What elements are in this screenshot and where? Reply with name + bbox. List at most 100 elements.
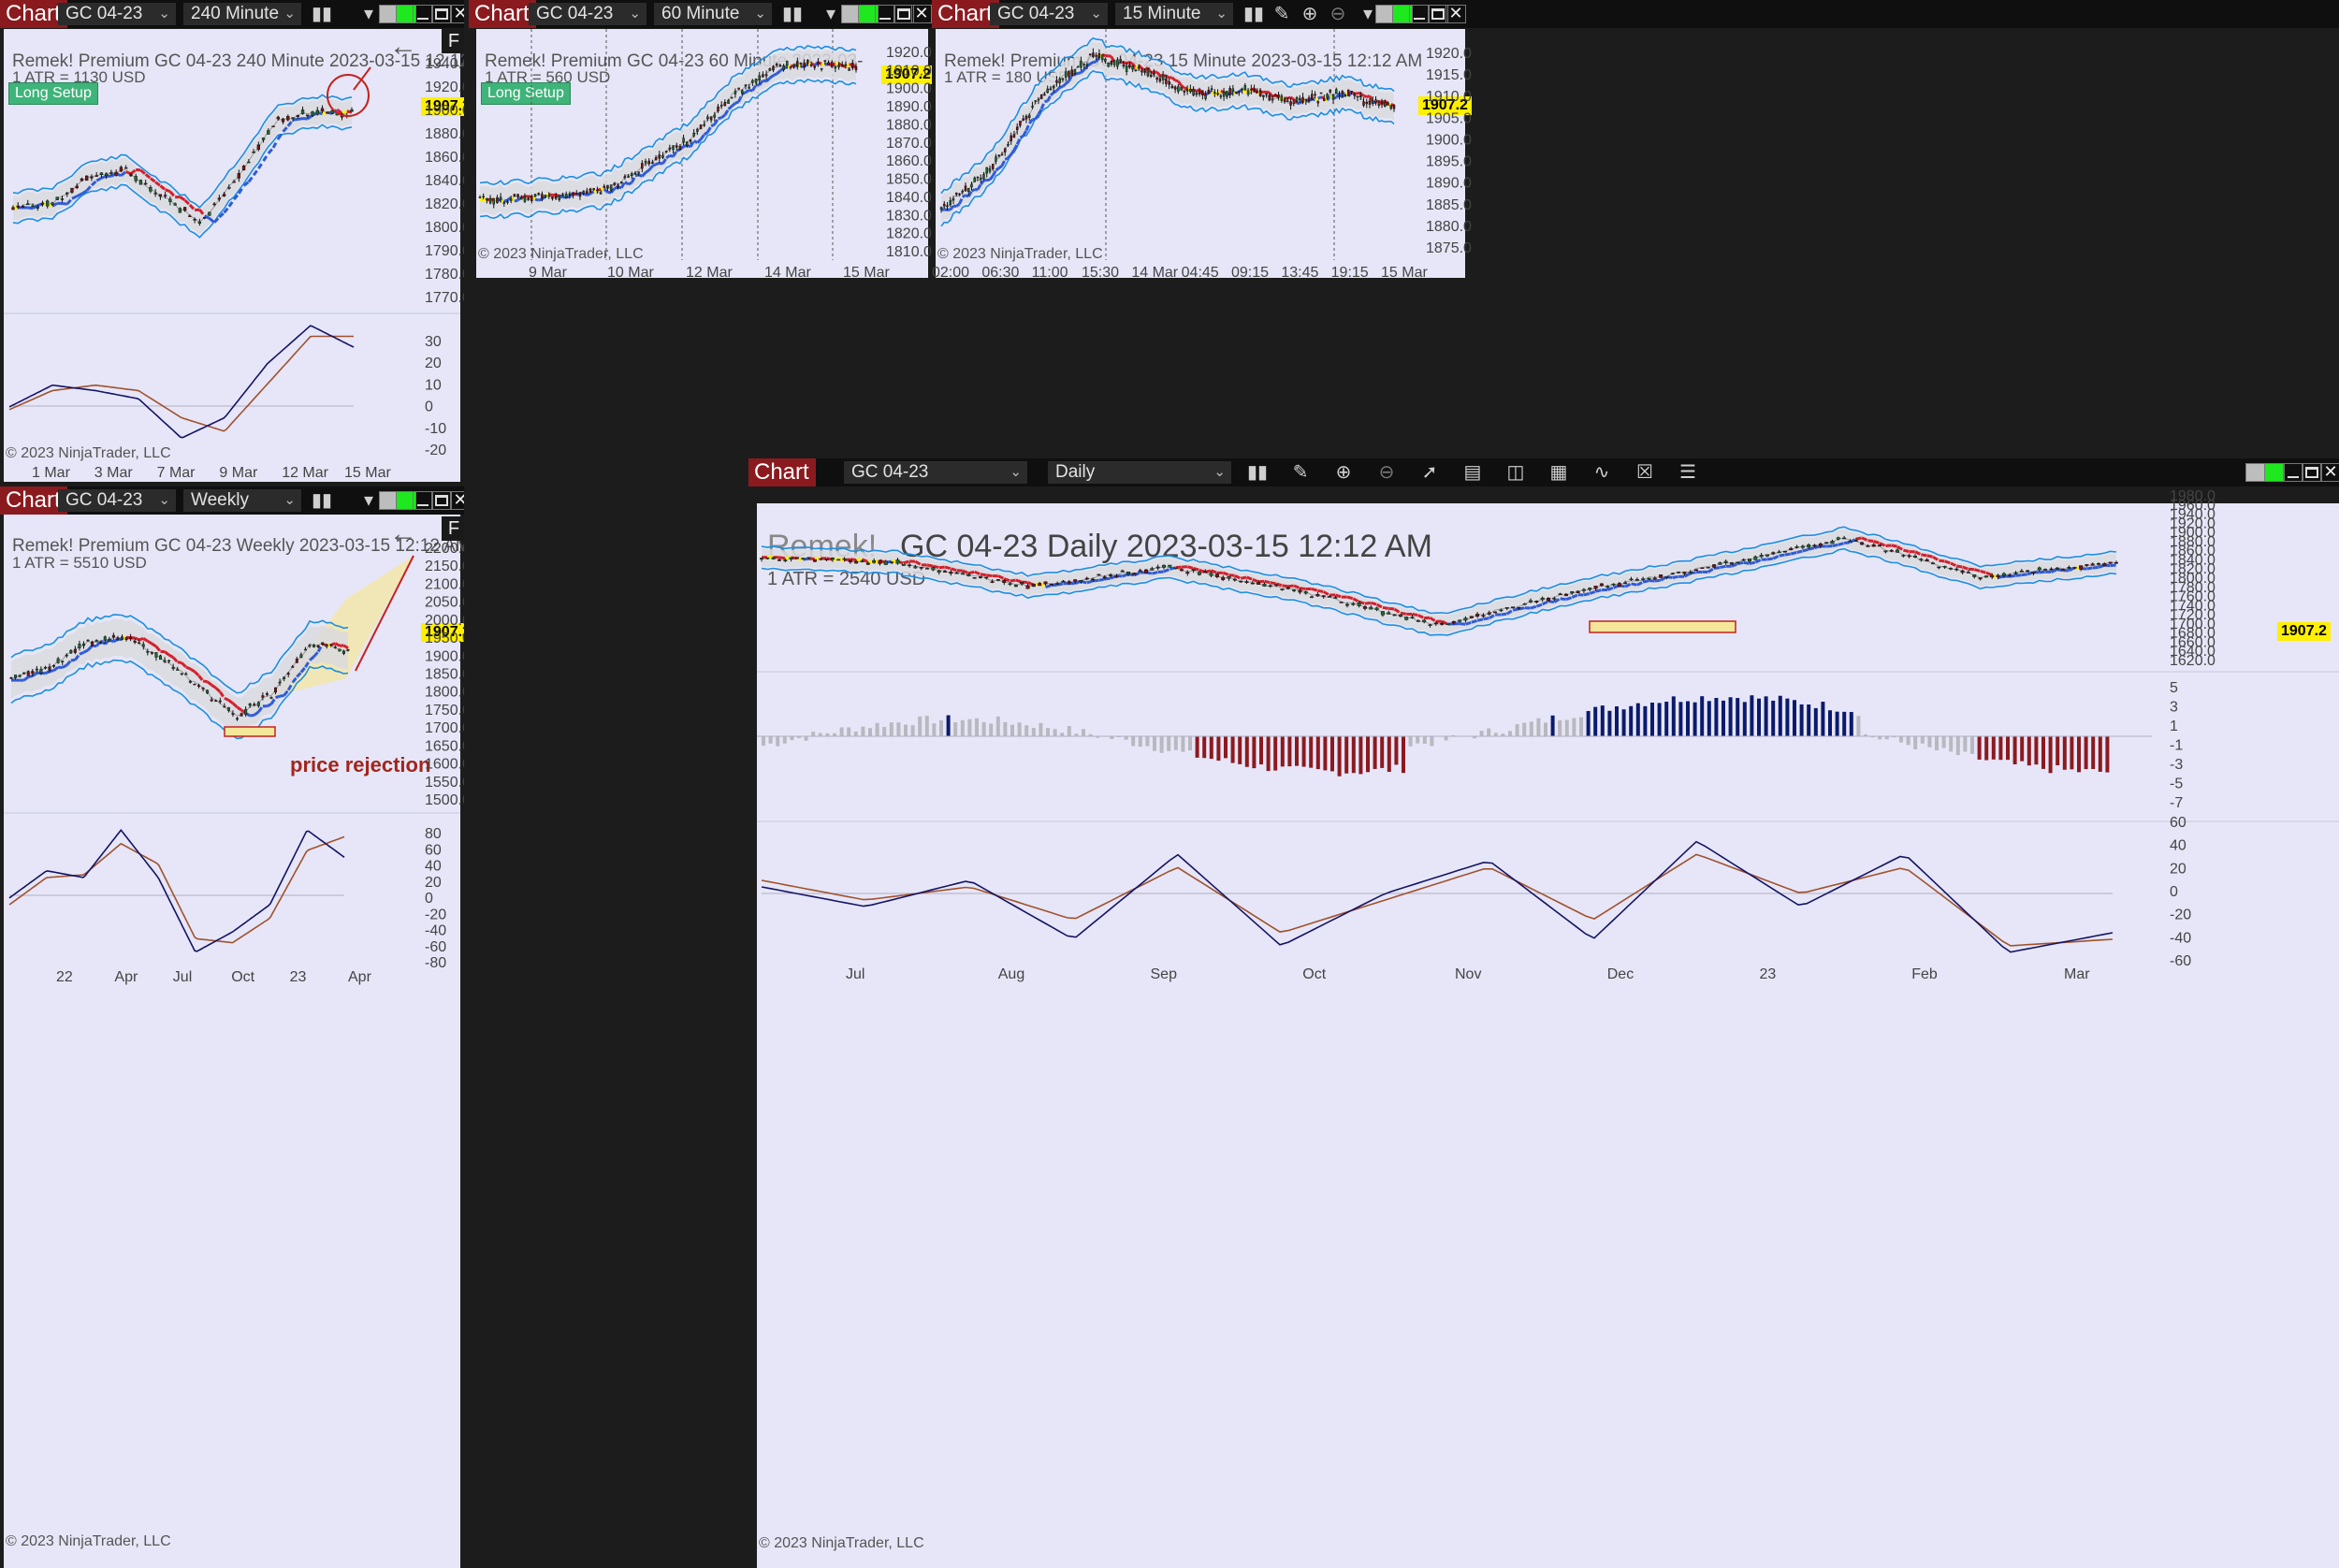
link-button-green[interactable] xyxy=(1392,5,1413,23)
histogram-bar xyxy=(1124,736,1128,740)
price-axis-label: 1700.0 xyxy=(2170,617,2216,632)
f-button[interactable]: F xyxy=(442,516,464,541)
interval-dropdown[interactable]: Daily ⌄ xyxy=(1048,461,1231,484)
interval-dropdown[interactable]: 60 Minute ⌄ xyxy=(654,3,772,25)
bar-style-icon[interactable]: ▮▮ xyxy=(781,4,803,24)
link-button-green[interactable] xyxy=(858,5,879,23)
pointer-icon[interactable]: ➚ xyxy=(1421,462,1438,483)
link-button-green[interactable] xyxy=(396,491,416,510)
candle-body xyxy=(1155,77,1158,80)
interval-dropdown[interactable]: 15 Minute ⌄ xyxy=(1115,3,1233,25)
menu-chevron-icon[interactable]: ▾ xyxy=(1362,4,1373,24)
bar-style-icon[interactable]: ▮▮ xyxy=(311,4,332,24)
trend-line-segment xyxy=(506,196,513,202)
candle-body xyxy=(143,182,148,185)
menu-chevron-icon[interactable]: ▾ xyxy=(363,4,374,24)
maximize-button[interactable] xyxy=(431,5,452,23)
trend-line-segment xyxy=(1505,608,1514,616)
maximize-button[interactable] xyxy=(893,5,914,23)
minimize-button[interactable] xyxy=(413,491,433,510)
trend-line-segment xyxy=(933,564,940,570)
candle-body xyxy=(848,559,852,563)
zoom-in-icon[interactable]: ⊕ xyxy=(1301,4,1318,24)
minimize-button[interactable] xyxy=(413,5,433,23)
chart-tab[interactable]: Chart xyxy=(932,0,999,28)
trend-line-segment xyxy=(988,175,995,181)
trend-line-segment xyxy=(31,672,38,677)
close-button[interactable]: ✕ xyxy=(2320,463,2339,482)
interval-dropdown[interactable]: Weekly ⌄ xyxy=(183,489,301,512)
trend-line-segment xyxy=(768,74,775,80)
candle-body xyxy=(709,116,713,121)
maximize-button[interactable] xyxy=(431,491,452,510)
candle-body xyxy=(1079,580,1083,583)
candle-body xyxy=(201,688,205,690)
instrument-dropdown[interactable]: GC 04-23 ⌄ xyxy=(58,489,176,512)
bar-style-icon[interactable]: ▮▮ xyxy=(1246,462,1268,483)
histogram-bar xyxy=(995,716,1000,736)
close-button[interactable]: ✕ xyxy=(911,5,932,23)
indicators-icon[interactable]: ▦ xyxy=(1549,462,1568,483)
bar-style-icon[interactable]: ▮▮ xyxy=(1242,4,1264,24)
trend-line-segment xyxy=(1417,614,1425,619)
candle-body xyxy=(31,671,35,674)
list-icon[interactable]: ☰ xyxy=(1679,462,1696,483)
instrument-dropdown[interactable]: GC 04-23 ⌄ xyxy=(844,461,1027,484)
back-arrow-icon[interactable]: ← xyxy=(389,518,417,549)
lower-band-line xyxy=(10,659,349,740)
upper-band-line xyxy=(12,94,353,209)
trend-line-segment xyxy=(1222,571,1230,576)
bar-style-icon[interactable]: ▮▮ xyxy=(311,490,332,511)
candle-body xyxy=(197,221,202,224)
link-button-green[interactable] xyxy=(396,5,416,23)
zoom-out-icon[interactable]: ⊖ xyxy=(1378,462,1395,483)
menu-chevron-icon[interactable]: ▾ xyxy=(825,4,836,24)
candle-body xyxy=(771,557,776,559)
maximize-button[interactable] xyxy=(1428,5,1448,23)
candle-body xyxy=(848,68,850,71)
close-button[interactable]: ✕ xyxy=(1446,5,1466,23)
minimize-button[interactable] xyxy=(2283,463,2303,482)
candle-body xyxy=(544,195,547,197)
candle-body xyxy=(178,208,182,213)
back-arrow-icon[interactable]: ← xyxy=(389,31,417,62)
chart-tab[interactable]: Chart xyxy=(0,0,67,28)
link-button-green[interactable] xyxy=(2264,463,2285,482)
minimize-button[interactable] xyxy=(1409,5,1430,23)
minimize-button[interactable] xyxy=(875,5,895,23)
properties-icon[interactable]: ☒ xyxy=(1636,462,1653,483)
data-box-icon[interactable]: ▤ xyxy=(1463,462,1482,483)
close-button[interactable]: ✕ xyxy=(450,491,464,510)
zoom-in-icon[interactable]: ⊕ xyxy=(1335,462,1352,483)
maximize-button[interactable] xyxy=(2302,463,2322,482)
candle-body xyxy=(232,181,236,183)
chart-canvas[interactable]: 1920.0 1915.0 1910.0 1905.0 1900.0 1895.0 1890… xyxy=(932,0,2339,281)
strategies-icon[interactable]: ∿ xyxy=(1593,462,1610,483)
candle-body xyxy=(48,666,51,671)
trend-line-segment xyxy=(79,650,85,656)
chart-canvas[interactable]: 1940.0 1920.0 1900.0 1880.0 1860.0 1840.0 1820… xyxy=(0,0,464,485)
menu-chevron-icon[interactable]: ▾ xyxy=(363,490,374,511)
chart-tab[interactable]: Chart xyxy=(748,458,816,486)
draw-tool-icon[interactable]: ✎ xyxy=(1292,462,1309,483)
candle-body xyxy=(1706,566,1710,569)
close-button[interactable]: ✕ xyxy=(450,5,464,23)
chart-canvas[interactable]: 1920.0 1910.0 1900.0 1890.0 1880.0 1870.01860… xyxy=(469,0,932,281)
draw-tool-icon[interactable]: ✎ xyxy=(1273,4,1290,24)
trend-line-segment xyxy=(90,180,98,187)
histogram-bar xyxy=(1422,736,1427,744)
candle-body xyxy=(1298,589,1302,593)
interval-dropdown[interactable]: 240 Minute ⌄ xyxy=(183,3,301,25)
candle-body xyxy=(1368,100,1372,105)
instrument-dropdown[interactable]: GC 04-23 ⌄ xyxy=(529,3,646,25)
chart-tab[interactable]: Chart xyxy=(0,486,67,515)
zoom-out-icon[interactable]: ⊖ xyxy=(1329,4,1346,24)
instrument-dropdown[interactable]: GC 04-23 ⌄ xyxy=(990,3,1108,25)
instrument-dropdown[interactable]: GC 04-23 ⌄ xyxy=(58,3,176,25)
chart-tab[interactable]: Chart xyxy=(469,0,536,28)
templates-icon[interactable]: ◫ xyxy=(1506,462,1525,483)
chart-canvas[interactable]: 2200.0 2150.0 2100.0 2050.0 2000.0 1950.0 1900… xyxy=(0,486,464,1568)
candle-body xyxy=(1344,94,1347,96)
f-button[interactable]: F xyxy=(442,29,464,53)
chart-canvas[interactable]: 1980.01960.01940.01920.01900.01880.01860… xyxy=(748,458,2339,1568)
